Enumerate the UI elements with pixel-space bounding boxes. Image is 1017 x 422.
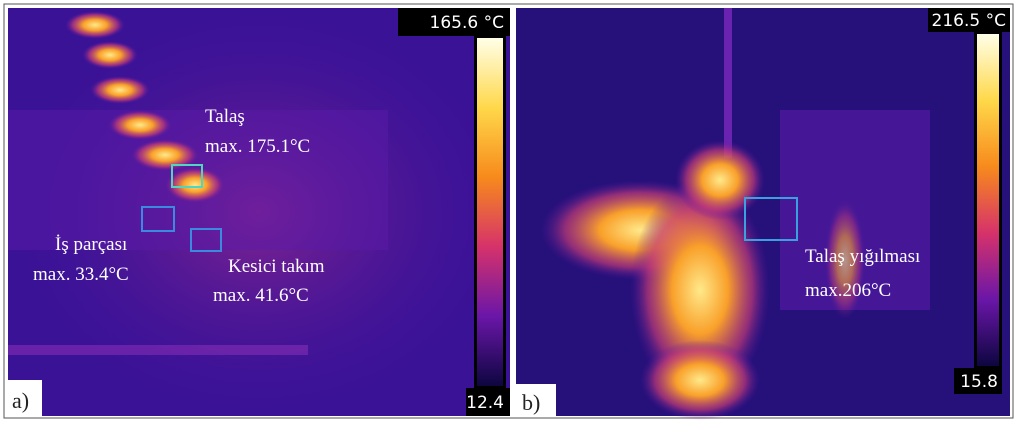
annotation-value: max. 41.6°C bbox=[213, 285, 309, 306]
annotation-title: Talaş yığılması bbox=[805, 246, 920, 267]
panel-label: a) bbox=[12, 388, 29, 413]
colorbar bbox=[977, 34, 999, 366]
annotation-title: Kesici takım bbox=[228, 256, 325, 277]
scale-max: 165.6 °C bbox=[430, 13, 504, 33]
annotation-value: max.206°C bbox=[805, 280, 891, 301]
panel-label: b) bbox=[522, 390, 540, 415]
annotation-value: max. 175.1°C bbox=[205, 136, 310, 157]
annotation-title: İş parçası bbox=[55, 234, 127, 255]
scale-max: 216.5 °C bbox=[932, 11, 1006, 31]
annotation-value: max. 33.4°C bbox=[33, 264, 129, 285]
scale-min: 15.8 bbox=[960, 372, 998, 392]
colorbar bbox=[477, 38, 503, 386]
panel-b: Talaş yığılması max.206°C 216.5 °C 15.8 … bbox=[516, 8, 1010, 420]
scale-min: 12.4 bbox=[466, 393, 504, 413]
panel-a: Talaş max. 175.1°C İş parçası max. 33.4°… bbox=[8, 8, 510, 416]
figure: Talaş max. 175.1°C İş parçası max. 33.4°… bbox=[0, 0, 1017, 422]
annotation-title: Talaş bbox=[205, 106, 245, 127]
